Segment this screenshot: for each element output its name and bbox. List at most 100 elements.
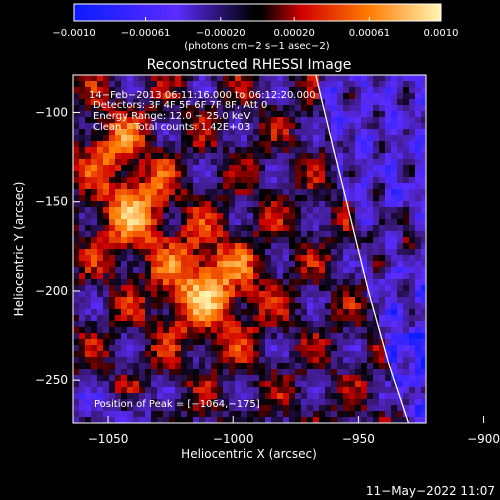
heatmap-cell bbox=[379, 375, 385, 381]
heatmap-cell bbox=[277, 165, 283, 171]
heatmap-cell bbox=[235, 405, 241, 411]
heatmap-cell bbox=[91, 93, 97, 99]
heatmap-cell bbox=[91, 393, 97, 399]
heatmap-cell bbox=[235, 333, 241, 339]
heatmap-cell bbox=[307, 207, 313, 213]
heatmap-cell bbox=[421, 201, 426, 207]
heatmap-cell bbox=[115, 99, 121, 105]
heatmap-cell bbox=[295, 147, 301, 153]
heatmap-cell bbox=[373, 123, 379, 129]
heatmap-cell bbox=[385, 201, 391, 207]
heatmap-cell bbox=[169, 201, 175, 207]
heatmap-cell bbox=[79, 189, 85, 195]
heatmap-cell bbox=[151, 171, 157, 177]
heatmap-cell bbox=[151, 189, 157, 195]
heatmap-cell bbox=[217, 327, 223, 333]
heatmap-cell bbox=[415, 381, 421, 387]
heatmap-cell bbox=[175, 411, 181, 417]
heatmap-cell bbox=[325, 87, 331, 93]
heatmap-cell bbox=[97, 357, 103, 363]
heatmap-cell bbox=[295, 75, 301, 81]
heatmap-cell bbox=[127, 117, 133, 123]
heatmap-cell bbox=[361, 111, 367, 117]
heatmap-cell bbox=[403, 135, 409, 141]
heatmap-cell bbox=[367, 381, 373, 387]
heatmap-cell bbox=[187, 159, 193, 165]
heatmap-cell bbox=[367, 405, 373, 411]
heatmap-cell bbox=[139, 291, 145, 297]
heatmap-cell bbox=[265, 231, 271, 237]
heatmap-cell bbox=[169, 321, 175, 327]
heatmap-cell bbox=[205, 267, 211, 273]
heatmap-cell bbox=[151, 255, 157, 261]
heatmap-cell bbox=[241, 225, 247, 231]
heatmap-cell bbox=[247, 165, 253, 171]
heatmap-cell bbox=[289, 171, 295, 177]
heatmap-cell bbox=[217, 249, 223, 255]
heatmap-cell bbox=[307, 87, 313, 93]
heatmap-cell bbox=[283, 243, 289, 249]
heatmap-cell bbox=[79, 147, 85, 153]
heatmap-cell bbox=[337, 357, 343, 363]
heatmap-cell bbox=[97, 273, 103, 279]
heatmap-cell bbox=[403, 177, 409, 183]
heatmap-cell bbox=[217, 261, 223, 267]
heatmap-cell bbox=[169, 417, 175, 423]
heatmap-cell bbox=[349, 93, 355, 99]
heatmap-cell bbox=[301, 99, 307, 105]
heatmap-cell bbox=[211, 333, 217, 339]
heatmap-cell bbox=[157, 303, 163, 309]
heatmap-cell bbox=[415, 405, 421, 411]
heatmap-cell bbox=[205, 213, 211, 219]
heatmap-cell bbox=[109, 291, 115, 297]
heatmap-cell bbox=[415, 339, 421, 345]
heatmap-cell bbox=[91, 75, 97, 81]
heatmap-cell bbox=[121, 225, 127, 231]
heatmap-cell bbox=[319, 189, 325, 195]
heatmap-cell bbox=[157, 105, 163, 111]
heatmap-cell bbox=[259, 411, 265, 417]
heatmap-cell bbox=[163, 165, 169, 171]
heatmap-cell bbox=[295, 225, 301, 231]
heatmap-cell bbox=[415, 141, 421, 147]
heatmap-cell bbox=[295, 273, 301, 279]
heatmap-cell bbox=[373, 285, 379, 291]
heatmap-cell bbox=[355, 297, 361, 303]
heatmap-cell bbox=[403, 351, 409, 357]
heatmap-cell bbox=[421, 357, 426, 363]
heatmap-cell bbox=[169, 231, 175, 237]
heatmap-cell bbox=[391, 117, 397, 123]
heatmap-cell bbox=[373, 393, 379, 399]
heatmap-cell bbox=[319, 153, 325, 159]
heatmap-cell bbox=[373, 303, 379, 309]
heatmap-cell bbox=[103, 267, 109, 273]
heatmap-cell bbox=[325, 417, 331, 423]
heatmap-cell bbox=[85, 321, 91, 327]
heatmap-cell bbox=[349, 297, 355, 303]
heatmap-cell bbox=[229, 231, 235, 237]
heatmap-cell bbox=[271, 87, 277, 93]
heatmap-cell bbox=[319, 333, 325, 339]
heatmap-cell bbox=[121, 327, 127, 333]
heatmap-cell bbox=[313, 111, 319, 117]
heatmap-cell bbox=[103, 207, 109, 213]
heatmap-cell bbox=[151, 267, 157, 273]
heatmap-cell bbox=[265, 405, 271, 411]
heatmap-cell bbox=[373, 255, 379, 261]
heatmap-cell bbox=[355, 351, 361, 357]
heatmap-cell bbox=[73, 213, 79, 219]
heatmap-cell bbox=[253, 111, 259, 117]
heatmap-cell bbox=[199, 123, 205, 129]
heatmap-cell bbox=[187, 333, 193, 339]
heatmap-cell bbox=[385, 195, 391, 201]
heatmap-cell bbox=[367, 255, 373, 261]
heatmap-cell bbox=[199, 213, 205, 219]
heatmap-cell bbox=[397, 129, 403, 135]
heatmap-cell bbox=[403, 315, 409, 321]
heatmap-cell bbox=[379, 201, 385, 207]
heatmap-cell bbox=[163, 399, 169, 405]
heatmap-cell bbox=[175, 87, 181, 93]
heatmap-cell bbox=[289, 237, 295, 243]
heatmap-cell bbox=[259, 219, 265, 225]
heatmap-cell bbox=[169, 381, 175, 387]
